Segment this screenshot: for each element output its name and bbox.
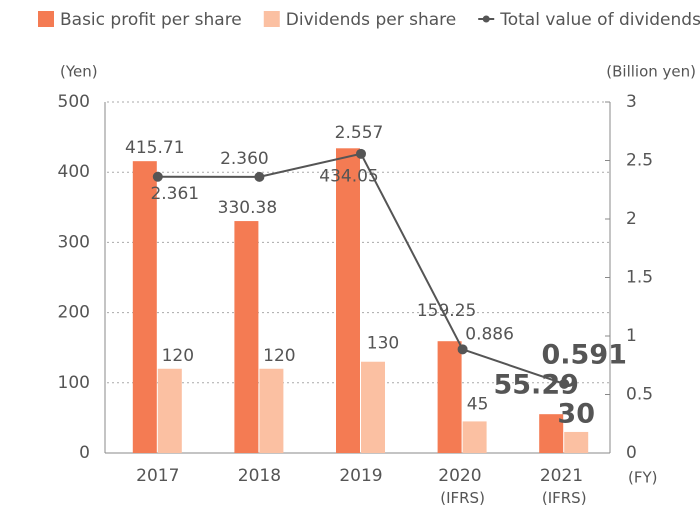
y-tick-label: 0 [79,443,90,463]
line-point [254,171,265,182]
bar [437,341,462,453]
y2-tick-label: 2 [626,209,637,229]
bar [259,368,284,453]
x-tick-label: 2020 (IFRS) [438,466,487,507]
legend-swatch [38,11,54,27]
data-label: 2.361 [150,184,199,204]
data-label: 55.29 [493,370,578,401]
line-point [356,148,366,159]
line [157,152,565,385]
line-point [152,171,163,182]
y2-tick-label: 0 [626,443,637,463]
data-label: 434.05 [319,166,378,186]
y-tick-label: 100 [58,373,90,393]
y-axis-label: (Yen) [60,63,98,81]
y2-tick-label: 3 [626,92,637,112]
bar [132,161,157,454]
y-tick-label: 400 [58,162,90,182]
x-tick-label: 2018 [238,466,281,486]
data-label: 30 [557,398,595,429]
data-label: 130 [367,334,399,354]
data-label: 120 [162,346,194,366]
data-label: 330.38 [218,198,277,218]
legend-marker [482,15,490,23]
x-axis-label: (FY) [628,469,658,487]
data-label: 2.360 [220,149,269,169]
bar [234,221,259,453]
data-label: 120 [263,346,295,366]
legend-label: Basic profit per share [60,10,242,30]
data-label: 45 [467,394,489,414]
legend-label: Total value of dividends [499,10,700,30]
y-tick-label: 300 [58,232,90,252]
legend-swatch [263,11,280,27]
y2-axis-label: (Billion yen) [606,63,696,81]
y-tick-label: 500 [58,92,90,112]
y2-tick-label: 0.5 [626,385,653,405]
bar [462,421,487,453]
bar [564,431,589,453]
data-label: 0.886 [465,324,514,344]
x-tick-label: 2019 [339,466,382,486]
bar [157,368,182,453]
bar [361,361,385,453]
line-point [559,378,570,389]
y2-tick-label: 1 [626,326,637,346]
y2-tick-label: 2.5 [626,151,653,171]
data-label: 159.25 [417,301,476,321]
y2-tick-label: 1.5 [626,268,653,288]
data-label: 0.591 [541,339,626,370]
x-tick-label: 2017 [136,466,179,486]
bar [539,414,564,453]
legend-label: Dividends per share [286,10,456,30]
line-point [457,344,468,355]
data-label: 2.557 [335,123,384,143]
data-label: 415.71 [125,138,184,158]
y-tick-label: 200 [58,303,90,323]
x-tick-label: 2021 (IFRS) [540,466,589,507]
bar [336,148,360,453]
